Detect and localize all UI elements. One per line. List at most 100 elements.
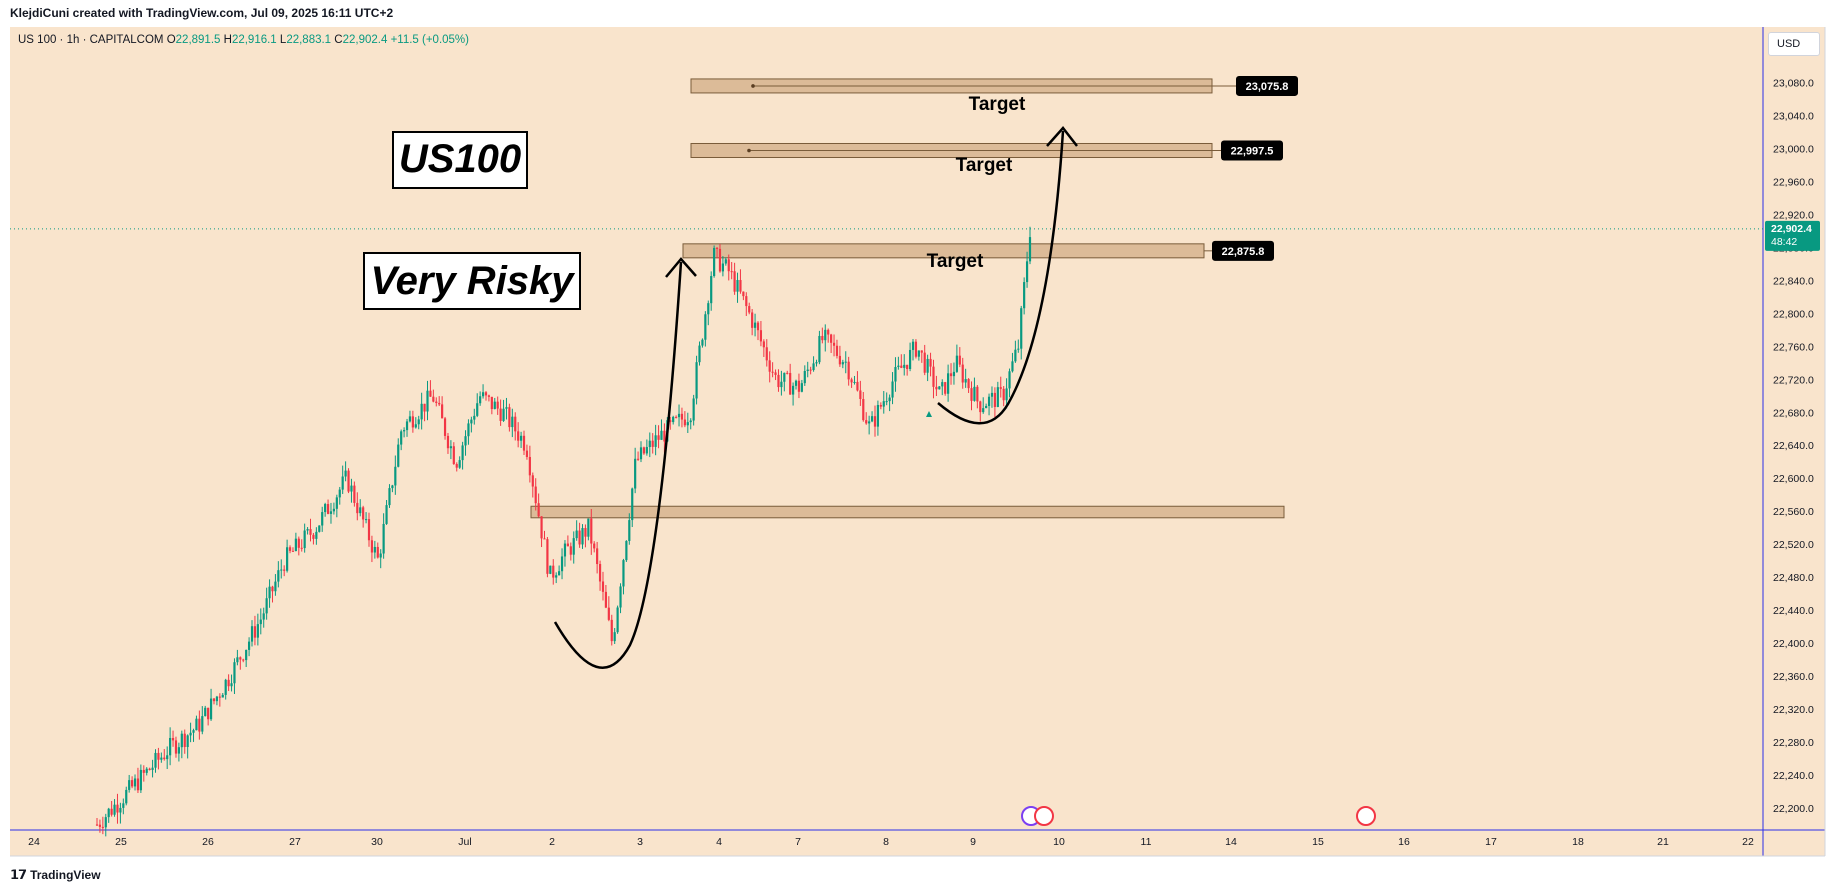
candle-body [236, 657, 239, 663]
candle-body [247, 641, 251, 650]
price-tick-label: 22,960.0 [1773, 176, 1814, 188]
candle-body [183, 733, 186, 748]
candle-body [411, 416, 414, 428]
candle-body [987, 396, 991, 406]
candle-body [669, 420, 672, 423]
candle-body [677, 413, 681, 418]
change-value: +11.5 (+0.05%) [390, 34, 469, 46]
arrowhead-icon [1046, 126, 1078, 147]
candle-body [405, 421, 409, 431]
candle-body [786, 372, 789, 374]
candle-body [724, 259, 727, 264]
candle-body [481, 392, 485, 397]
candle-body [104, 817, 107, 828]
candle-body [745, 296, 748, 307]
candle-body [128, 780, 131, 790]
candle-body [797, 380, 801, 392]
candle-body [441, 404, 444, 419]
time-tick-label: 10 [1053, 836, 1065, 848]
candle-body [762, 341, 765, 348]
candle-body [947, 373, 950, 394]
candle-body [686, 422, 689, 426]
current-price-label: 22,902.4 [1771, 223, 1812, 235]
candle-body [870, 416, 874, 422]
candle-body [546, 539, 549, 574]
time-tick-label: 8 [883, 836, 889, 848]
candle-body [958, 355, 961, 365]
candle-body [768, 360, 771, 372]
candle-body [136, 778, 140, 791]
candle-body [654, 435, 657, 447]
price-tick-label: 22,480.0 [1773, 572, 1814, 584]
candle-body [967, 379, 970, 389]
candle-body [487, 395, 491, 397]
candle-body [166, 755, 169, 760]
time-tick-label: 3 [637, 836, 643, 848]
chart-credit: KlejdiCuni created with TradingView.com,… [10, 6, 394, 20]
candle-body [581, 528, 584, 545]
candle-body [634, 458, 637, 489]
candle-body [598, 564, 602, 582]
candle-body [286, 547, 289, 571]
candle-body [341, 476, 344, 490]
candle-body [180, 733, 183, 748]
candle-body [473, 415, 476, 420]
candle-body [449, 446, 452, 449]
candle-body [438, 402, 441, 405]
candle-body [511, 416, 514, 428]
candle-body [672, 416, 675, 423]
candle-body [525, 450, 529, 457]
candle-body [914, 341, 918, 357]
candle-body [379, 553, 382, 558]
candle-body [850, 379, 853, 383]
candle-body [949, 373, 953, 377]
candle-body [862, 399, 865, 421]
low-value: 22,883.1 [286, 34, 332, 46]
close-label: C [334, 34, 343, 46]
candle-body [897, 365, 900, 368]
candle-body [753, 322, 757, 328]
symbol-legend[interactable]: US 100 · 1h · CAPITALCOM O22,891.5 H22,9… [18, 34, 469, 46]
candle-body [250, 626, 254, 642]
candle-body [847, 361, 850, 380]
price-tick-label: 23,080.0 [1773, 77, 1814, 89]
candle-body [806, 369, 809, 372]
candle-body [809, 369, 812, 371]
candle-body [622, 560, 625, 587]
candle-body [256, 624, 259, 638]
price-tick-label: 22,440.0 [1773, 605, 1814, 617]
candle-body [519, 435, 523, 441]
candle-body [274, 581, 277, 592]
time-tick-label: 16 [1398, 836, 1410, 848]
candle-body [283, 569, 286, 571]
candle-body [376, 546, 379, 558]
candle-body [95, 824, 99, 826]
candle-body [815, 362, 818, 364]
candle-body [300, 547, 303, 549]
warning-box [363, 252, 581, 310]
candle-body [926, 358, 929, 373]
candle-body [601, 581, 605, 592]
candle-body [221, 694, 224, 698]
candle-body [408, 416, 412, 422]
candle-body [174, 740, 178, 754]
candle-body [935, 386, 938, 390]
candle-body [400, 431, 403, 445]
candle-body [148, 768, 151, 770]
candle-body [239, 657, 242, 660]
candle-body [929, 358, 932, 367]
candle-body [999, 387, 1002, 389]
candle-body [253, 626, 257, 638]
candle-body [344, 470, 347, 477]
currency-button[interactable]: USD [1768, 32, 1820, 56]
candle-body [426, 390, 429, 412]
candle-body [748, 306, 751, 313]
candle-body [362, 507, 365, 520]
candle-body [821, 335, 824, 341]
candle-body [464, 436, 467, 446]
candle-body [321, 512, 324, 526]
candle-body [707, 303, 710, 315]
candle-body [291, 550, 295, 552]
bar-countdown-label: 48:42 [1771, 236, 1797, 248]
